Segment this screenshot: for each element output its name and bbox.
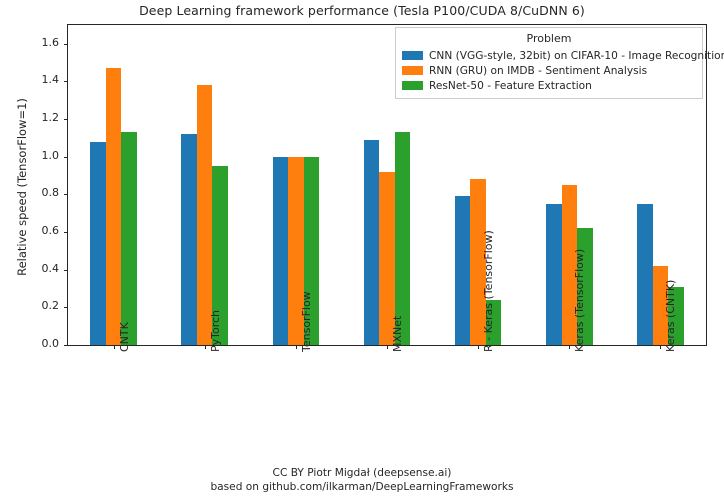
legend-item[interactable]: CNN (VGG-style, 32bit) on CIFAR-10 - Ima… bbox=[402, 48, 724, 63]
legend-item-label: CNN (VGG-style, 32bit) on CIFAR-10 - Ima… bbox=[429, 49, 724, 62]
bar bbox=[90, 141, 106, 345]
bar bbox=[379, 171, 395, 345]
bar bbox=[121, 132, 137, 345]
legend-swatch-icon bbox=[402, 81, 423, 90]
bar bbox=[181, 134, 197, 345]
bar bbox=[454, 196, 471, 345]
x-axis-tick bbox=[295, 345, 297, 349]
bar bbox=[637, 203, 653, 345]
bars-layer bbox=[68, 25, 706, 345]
bar bbox=[303, 156, 320, 345]
x-axis-tick bbox=[204, 345, 206, 349]
y-axis-tick bbox=[64, 194, 68, 196]
chart-title: Deep Learning framework performance (Tes… bbox=[139, 3, 585, 18]
legend-item-label: RNN (GRU) on IMDB - Sentiment Analysis bbox=[429, 64, 648, 77]
bar bbox=[394, 132, 411, 345]
legend-entries: CNN (VGG-style, 32bit) on CIFAR-10 - Ima… bbox=[402, 48, 724, 93]
footer-line-source: based on github.com/ilkarman/DeepLearnin… bbox=[210, 481, 514, 493]
x-axis-tick bbox=[478, 345, 480, 349]
y-axis-tick bbox=[64, 119, 68, 121]
bar bbox=[105, 68, 122, 345]
x-axis-tick bbox=[660, 345, 662, 349]
y-axis-tick bbox=[64, 307, 68, 309]
bar bbox=[212, 166, 228, 345]
bar bbox=[561, 185, 578, 345]
bar bbox=[470, 179, 486, 345]
bar bbox=[652, 265, 669, 345]
x-axis-tick bbox=[569, 345, 571, 349]
bar bbox=[485, 299, 502, 345]
legend-swatch-icon bbox=[402, 51, 423, 60]
bar bbox=[363, 139, 380, 345]
y-axis-tick bbox=[64, 269, 68, 271]
legend-item[interactable]: RNN (GRU) on IMDB - Sentiment Analysis bbox=[402, 63, 696, 78]
footer-line-credit: CC BY Piotr Migdał (deepsense.ai) bbox=[272, 467, 452, 479]
legend-item[interactable]: ResNet-50 - Feature Extraction bbox=[402, 78, 696, 93]
legend-swatch-icon bbox=[402, 66, 423, 75]
y-axis-tick bbox=[64, 345, 68, 346]
chart-footer: CC BY Piotr Migdał (deepsense.ai) based … bbox=[0, 466, 724, 494]
y-axis-label: Relative speed (TensorFlow=1) bbox=[15, 98, 29, 276]
bar bbox=[668, 286, 684, 345]
chart-legend: Problem CNN (VGG-style, 32bit) on CIFAR-… bbox=[395, 27, 724, 99]
legend-item-label: ResNet-50 - Feature Extraction bbox=[429, 79, 592, 92]
y-axis-tick bbox=[64, 156, 68, 158]
x-axis-tick bbox=[113, 345, 115, 349]
bar bbox=[272, 156, 289, 345]
y-axis-tick bbox=[64, 232, 68, 234]
bar bbox=[577, 228, 593, 345]
bar bbox=[288, 156, 304, 345]
bar bbox=[546, 203, 562, 345]
bar bbox=[196, 85, 213, 345]
y-axis-tick bbox=[64, 81, 68, 83]
y-axis-tick bbox=[64, 43, 68, 45]
x-axis-tick bbox=[387, 345, 388, 349]
legend-title: Problem bbox=[526, 32, 572, 45]
